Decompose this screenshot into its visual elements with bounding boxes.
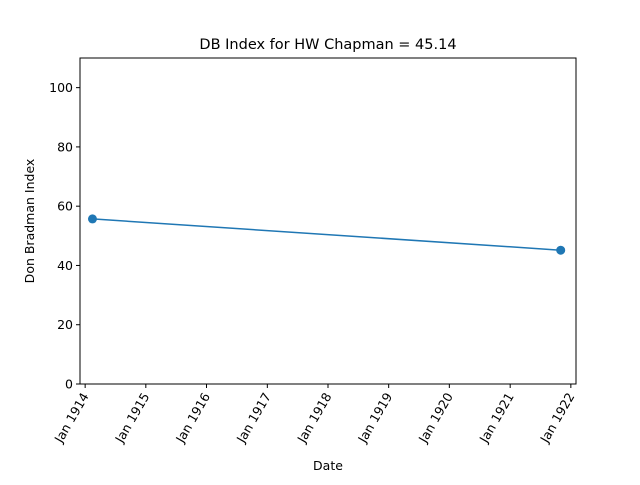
x-tick-label: Jan 1918 bbox=[294, 390, 335, 446]
x-tick-label: Jan 1915 bbox=[111, 390, 152, 446]
x-tick-label: Jan 1922 bbox=[536, 390, 577, 446]
x-tick-label: Jan 1921 bbox=[476, 390, 517, 446]
y-tick-label: 100 bbox=[49, 80, 73, 95]
x-tick-label: Jan 1914 bbox=[51, 390, 92, 446]
plot-area bbox=[80, 58, 576, 384]
y-axis-label: Don Bradman Index bbox=[22, 159, 37, 284]
y-tick-label: 60 bbox=[57, 199, 73, 214]
x-tick-label: Jan 1919 bbox=[354, 390, 395, 446]
x-axis-label: Date bbox=[313, 458, 343, 473]
x-tick-label: Jan 1917 bbox=[233, 390, 274, 446]
y-axis: 0 20 40 60 80 100 bbox=[49, 80, 80, 392]
x-axis: Jan 1914 Jan 1915 Jan 1916 Jan 1917 Jan 1918… bbox=[51, 384, 577, 446]
y-tick-label: 0 bbox=[65, 377, 73, 392]
y-tick-label: 20 bbox=[57, 317, 73, 332]
y-tick-label: 40 bbox=[57, 258, 73, 273]
x-tick-label: Jan 1916 bbox=[172, 390, 213, 446]
y-tick-label: 80 bbox=[57, 139, 73, 154]
data-point bbox=[556, 245, 566, 255]
chart-title: DB Index for HW Chapman = 45.14 bbox=[199, 37, 456, 53]
x-tick-label: Jan 1920 bbox=[415, 390, 456, 446]
data-point bbox=[87, 214, 97, 224]
series-layer bbox=[87, 214, 566, 255]
series-line bbox=[92, 218, 561, 251]
